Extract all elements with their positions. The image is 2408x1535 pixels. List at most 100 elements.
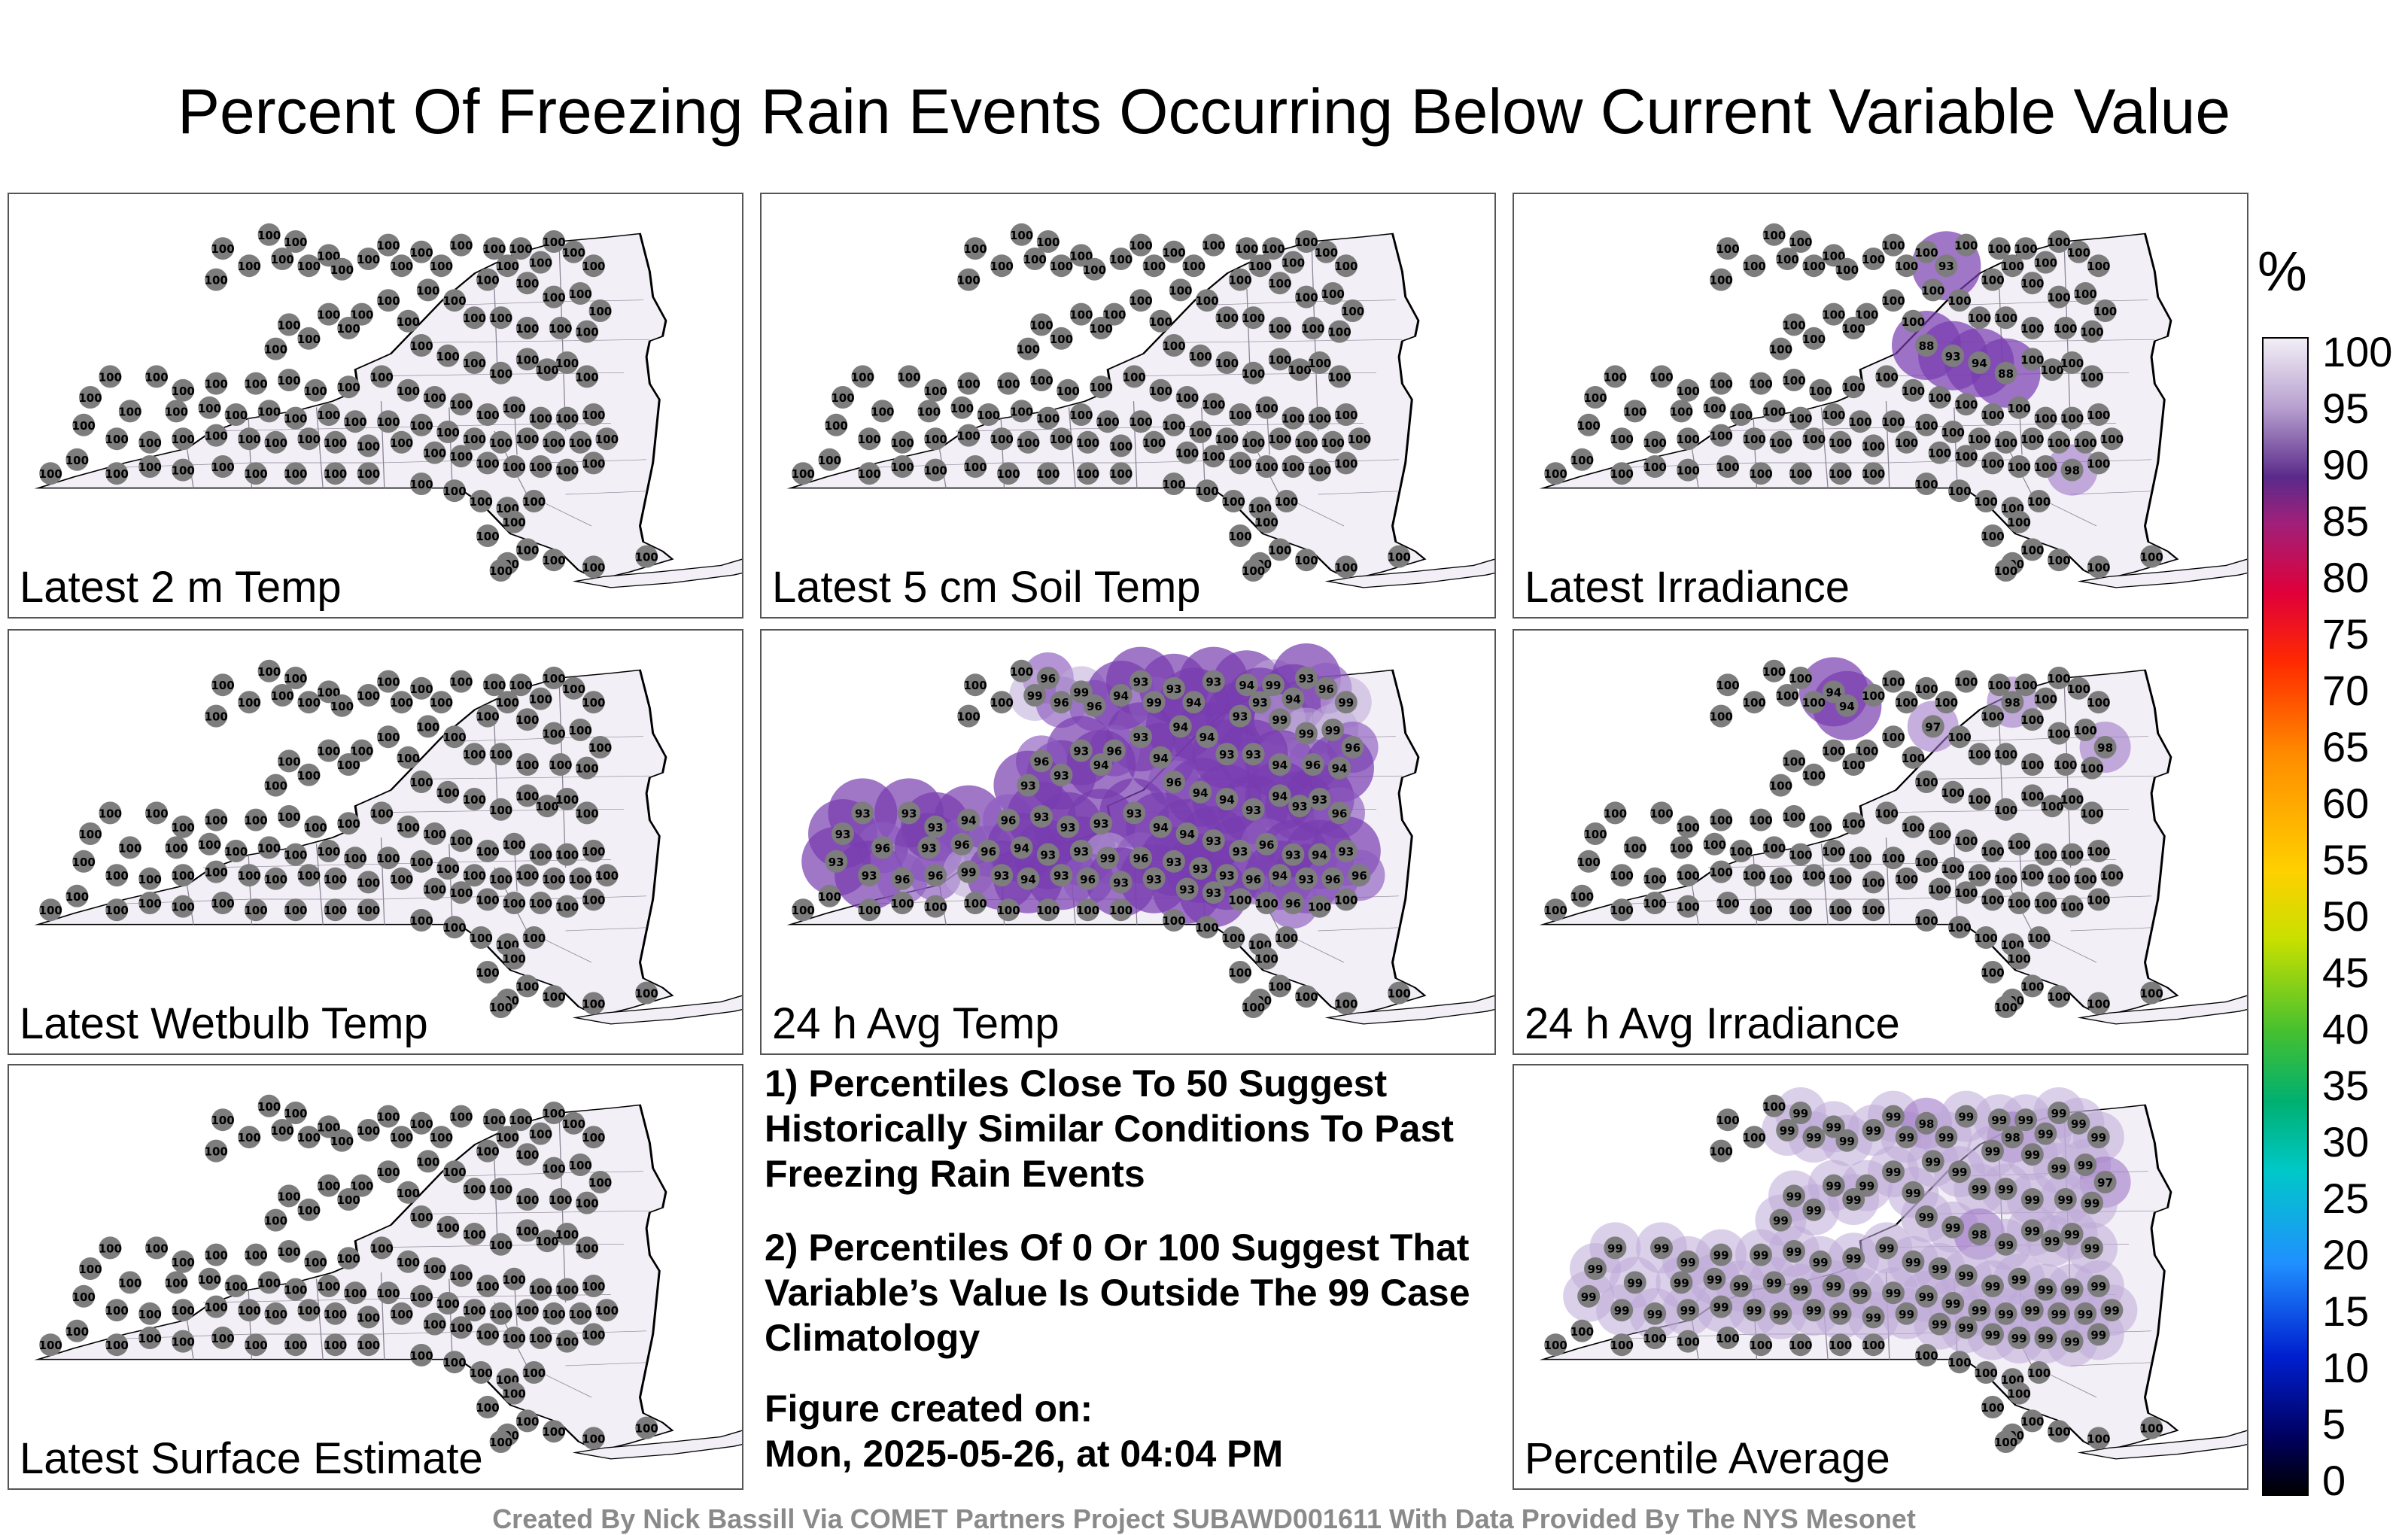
station-marker: [509, 237, 532, 260]
station-value: 100: [390, 436, 413, 450]
station-marker: [1842, 1247, 1865, 1270]
station-marker: [1010, 659, 1033, 682]
station-value: 100: [2047, 436, 2070, 450]
station-marker: [449, 445, 473, 468]
station-marker: [1036, 843, 1060, 866]
station-marker: [1215, 427, 1239, 451]
station-marker: [569, 867, 592, 890]
station-value: 100: [575, 326, 598, 339]
station-value: 100: [1994, 748, 2017, 761]
station-marker: [138, 867, 162, 890]
station-value: 99: [1945, 1297, 1961, 1311]
station-value: 100: [858, 467, 881, 481]
station-value: 99: [2038, 1284, 2054, 1297]
station-value: 100: [99, 1242, 122, 1255]
station-value: 99: [1707, 1273, 1722, 1287]
station-marker: [1242, 798, 1265, 821]
station-marker: [1268, 974, 1291, 998]
station-value: 100: [515, 1304, 539, 1318]
station-marker: [205, 808, 228, 831]
station-marker: [529, 251, 552, 274]
ny-state-map: 1001001001001001001001001001001001001001…: [786, 223, 1494, 588]
created-label: Figure created on:: [765, 1388, 1093, 1430]
station-value: 100: [582, 561, 605, 574]
panel-latest-5cm-soil-temp: 100 100 100 100 100 100 100 100 100 100 100 100 100 1…: [760, 193, 1496, 619]
station-marker: [1954, 1264, 1978, 1287]
station-value: 100: [463, 1228, 486, 1242]
station-value: 100: [1334, 409, 1358, 422]
station-marker: [2034, 1122, 2057, 1145]
station-value: 100: [343, 852, 366, 865]
station-marker: [1968, 351, 1991, 374]
station-marker: [582, 888, 605, 911]
station-marker: [549, 317, 572, 339]
station-marker: [1623, 400, 1646, 423]
station-marker: [1623, 836, 1646, 859]
station-marker: [2041, 358, 2064, 381]
station-marker: [1229, 840, 1251, 862]
station-value: 100: [1968, 312, 1991, 325]
station-marker: [1163, 240, 1185, 263]
station-value: 100: [1577, 419, 1601, 433]
station-marker: [430, 1126, 453, 1149]
station-marker: [1149, 378, 1172, 402]
station-marker: [1577, 1284, 1601, 1308]
station-value: 100: [2047, 1425, 2070, 1439]
station-value: 93: [1126, 807, 1142, 820]
station-value: 100: [1881, 676, 1905, 689]
station-value: 100: [409, 856, 433, 869]
station-value: 99: [1886, 1287, 1902, 1300]
station-value: 100: [416, 720, 439, 734]
station-marker: [284, 1102, 307, 1124]
station-marker: [245, 1243, 267, 1266]
colorbar-tick-label: 100: [2322, 328, 2393, 375]
station-value: 100: [891, 897, 914, 910]
station-value: 100: [555, 1284, 579, 1297]
station-marker: [105, 462, 129, 485]
station-marker: [2014, 673, 2037, 697]
station-marker: [1862, 684, 1885, 707]
station-value: 100: [238, 696, 261, 710]
county-line: [315, 407, 324, 488]
station-value: 100: [476, 966, 499, 980]
station-value: 100: [515, 543, 539, 557]
station-value: 100: [1947, 921, 1971, 935]
station-marker: [423, 877, 446, 901]
station-value: 93: [1093, 817, 1109, 831]
station-value: 99: [1806, 1131, 1822, 1144]
station-marker: [1915, 850, 1938, 873]
station-value: 100: [330, 263, 354, 277]
state-outline: [786, 233, 1427, 581]
station-value: 100: [2047, 554, 2070, 567]
station-value: 100: [1570, 1325, 1594, 1339]
station-value: 100: [257, 1276, 281, 1290]
station-value: 100: [489, 367, 512, 381]
station-marker: [211, 455, 234, 478]
station-marker: [105, 898, 129, 922]
station-marker: [145, 1236, 168, 1260]
station-value: 100: [522, 495, 546, 509]
station-value: 100: [1228, 966, 1251, 980]
panel-label: Latest 2 m Temp: [20, 563, 342, 612]
station-value: 100: [582, 1432, 605, 1445]
station-value: 100: [118, 1276, 141, 1290]
station-marker: [449, 1105, 473, 1128]
station-marker: [1703, 832, 1726, 856]
station-marker: [436, 421, 460, 443]
station-value: 100: [205, 378, 228, 391]
station-marker: [1802, 763, 1826, 786]
station-value: 100: [1842, 817, 1865, 831]
station-value: 100: [569, 1308, 592, 1321]
station-marker: [2014, 237, 2037, 260]
station-value: 100: [489, 873, 512, 886]
station-marker: [1229, 961, 1251, 983]
station-value: 100: [1129, 415, 1152, 429]
station-marker: [582, 1126, 605, 1149]
station-marker: [1069, 739, 1093, 762]
station-marker: [1341, 299, 1364, 322]
station-value: 100: [1914, 246, 1938, 260]
station-marker: [536, 358, 559, 381]
station-marker: [1716, 237, 1739, 260]
station-marker: [211, 892, 234, 914]
station-value: 100: [1090, 381, 1113, 394]
